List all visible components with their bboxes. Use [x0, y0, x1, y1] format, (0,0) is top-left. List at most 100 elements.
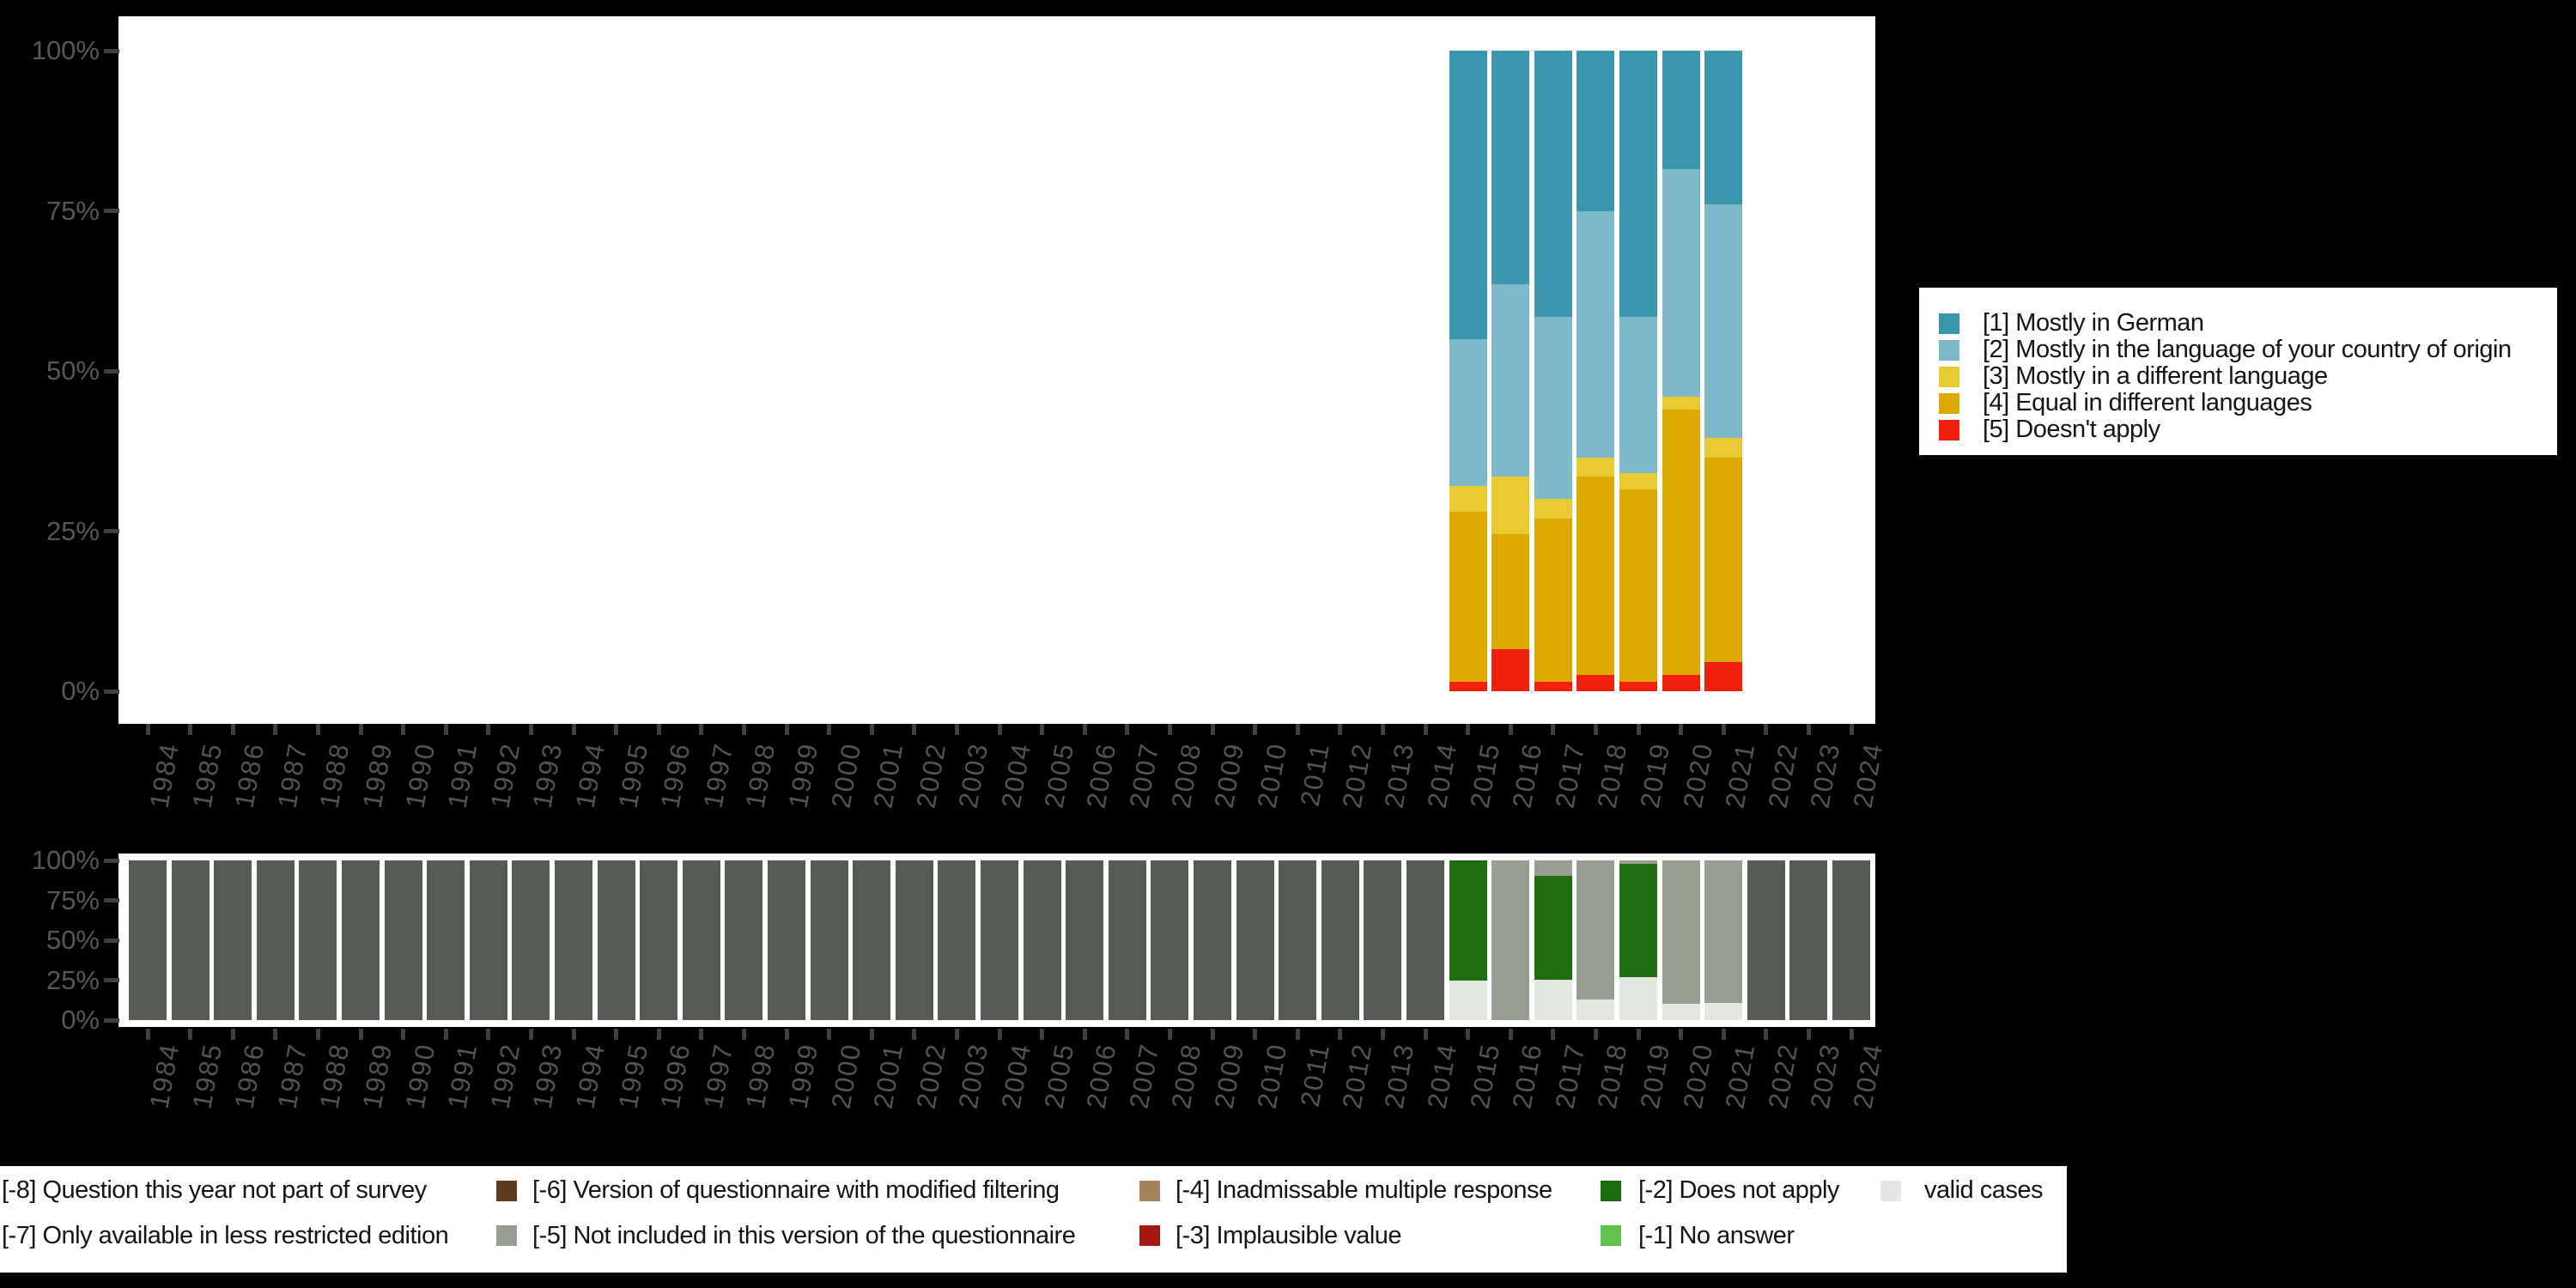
y-tick: [104, 898, 119, 902]
legend-label: [-1] No answer: [1638, 1222, 1795, 1249]
x-tick-label: 2004: [995, 1041, 1037, 1111]
bar-1990: [384, 860, 422, 1020]
bar-2015: [1449, 860, 1487, 1020]
bar-2012: [1321, 860, 1359, 1020]
y-tick-label: 75%: [46, 195, 100, 226]
x-tick: [145, 724, 150, 735]
x-tick-label: 2017: [1549, 1041, 1591, 1111]
x-tick-label: 1990: [399, 740, 441, 811]
x-tick: [273, 724, 278, 735]
y-tick: [104, 978, 119, 982]
x-tick-label: 2010: [1251, 740, 1293, 811]
bar-segment: [1534, 980, 1572, 1020]
x-tick-label: 1996: [654, 740, 696, 811]
x-tick: [1167, 1029, 1172, 1040]
bar-segment: [214, 860, 252, 1020]
x-tick-label: 2023: [1805, 740, 1846, 811]
bar-segment: [256, 860, 295, 1020]
bar-segment: [1704, 457, 1743, 663]
x-tick-label: 1995: [612, 1041, 654, 1111]
bar-segment: [1577, 210, 1615, 458]
bar-1994: [555, 860, 592, 1020]
x-tick-label: 2007: [1123, 740, 1165, 811]
x-tick: [1210, 724, 1215, 735]
bar-2016: [1492, 860, 1530, 1020]
x-tick: [741, 1029, 746, 1040]
y-tick-label: 75%: [46, 884, 100, 915]
bar-segment: [1449, 486, 1487, 513]
x-tick: [273, 1029, 278, 1040]
x-tick-label: 2014: [1421, 740, 1463, 811]
x-tick-label: 1990: [399, 1041, 441, 1111]
bar-segment: [1619, 976, 1657, 1020]
legend-swatch: [1601, 1181, 1621, 1201]
bar-segment: [810, 860, 848, 1020]
bar-2021: [1704, 860, 1743, 1020]
x-tick-label: 2006: [1080, 740, 1122, 811]
x-tick-label: 2019: [1634, 740, 1676, 811]
x-tick-label: 1989: [356, 1041, 398, 1111]
bar-1997: [682, 860, 720, 1020]
x-tick: [1849, 724, 1854, 735]
x-tick-label: 2011: [1294, 740, 1335, 809]
x-tick-label: 1991: [441, 740, 483, 811]
x-tick: [443, 1029, 448, 1040]
y-tick: [104, 48, 119, 53]
bar-segment: [1449, 981, 1487, 1020]
x-tick-label: 2002: [910, 1041, 952, 1111]
bar-segment: [1662, 169, 1700, 397]
bar-2004: [981, 860, 1018, 1020]
x-tick-label: 1987: [271, 1041, 313, 1111]
x-tick-label: 2021: [1719, 1041, 1761, 1111]
bar-segment: [1577, 675, 1615, 691]
x-tick: [699, 724, 704, 735]
x-tick: [912, 1029, 917, 1040]
x-tick-label: 2015: [1464, 1041, 1506, 1111]
x-tick-label: 2016: [1506, 1041, 1548, 1111]
y-tick-label: 25%: [46, 515, 100, 546]
x-tick-label: 1989: [356, 740, 398, 811]
x-tick: [1338, 724, 1343, 735]
x-tick: [1380, 724, 1385, 735]
x-tick: [1806, 1029, 1811, 1040]
bar-segment: [1492, 534, 1530, 650]
x-tick: [1551, 1029, 1556, 1040]
x-tick: [188, 724, 193, 735]
x-tick-label: 2015: [1464, 740, 1506, 811]
x-tick-label: 2024: [1847, 1041, 1889, 1111]
x-tick: [1679, 724, 1684, 735]
bar-segment: [981, 860, 1018, 1020]
bar-1992: [469, 860, 507, 1020]
x-tick: [954, 724, 959, 735]
x-tick-label: 2005: [1038, 1041, 1080, 1111]
bar-1986: [214, 860, 252, 1020]
x-tick: [1764, 1029, 1769, 1040]
x-tick: [1082, 724, 1087, 735]
bar-2018: [1577, 860, 1615, 1020]
x-tick-label: 1993: [527, 740, 568, 811]
bar-1996: [640, 860, 678, 1020]
bar-segment: [1577, 457, 1615, 477]
bar-2000: [810, 860, 848, 1020]
y-tick-label: 100%: [31, 35, 100, 65]
x-tick-label: 2008: [1166, 740, 1207, 811]
x-tick: [1125, 724, 1130, 735]
legend-item: [2] Mostly in the language of your count…: [1939, 336, 2557, 363]
bar-segment: [725, 860, 763, 1020]
x-tick: [358, 1029, 363, 1040]
x-tick: [1040, 724, 1045, 735]
x-tick: [315, 1029, 320, 1040]
x-tick: [315, 724, 320, 735]
bar-segment: [1619, 863, 1657, 977]
bar-2020: [1662, 860, 1700, 1020]
category-legend: [1] Mostly in German [2] Mostly in the la…: [1919, 288, 2557, 455]
legend-item: [4] Equal in different languages: [1939, 389, 2557, 416]
legend-label: [-6] Version of questionnaire with modif…: [532, 1176, 1060, 1204]
y-tick: [104, 368, 119, 374]
bar-segment: [1108, 860, 1146, 1020]
bar-segment: [1492, 860, 1530, 1020]
x-tick-label: 2009: [1208, 1041, 1250, 1111]
legend-label: [4] Equal in different languages: [1983, 389, 2312, 416]
legend-item: [5] Doesn't apply: [1939, 416, 2557, 443]
